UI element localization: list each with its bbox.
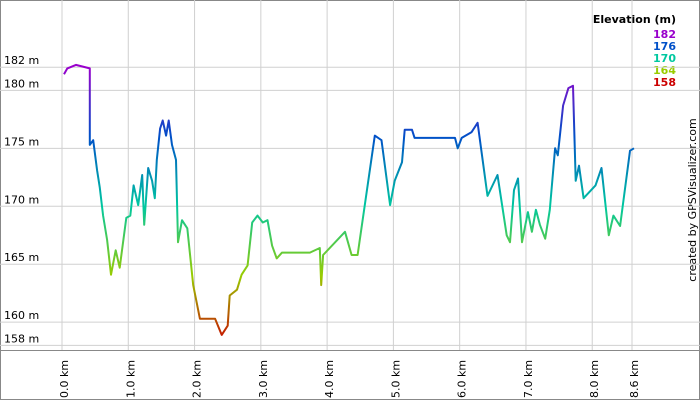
y-tick-label: 182 m: [4, 54, 39, 67]
x-tick-label: 1.0 km: [124, 360, 137, 398]
legend-entry: 158: [653, 76, 676, 89]
legend-entry: 182: [653, 28, 676, 41]
x-tick-label: 4.0 km: [323, 360, 336, 398]
y-tick-label: 160 m: [4, 309, 39, 322]
x-tick-label: 3.0 km: [257, 360, 270, 398]
y-tick-label: 180 m: [4, 77, 39, 90]
x-tick-label: 0.0 km: [58, 360, 71, 398]
y-tick-label: 165 m: [4, 251, 39, 264]
y-tick-label: 170 m: [4, 193, 39, 206]
legend-entry: 170: [653, 52, 676, 65]
x-tick-label: 8.6 km: [628, 360, 641, 398]
x-tick-label: 6.0 km: [456, 360, 469, 398]
legend-title: Elevation (m): [593, 13, 676, 26]
x-tick-label: 8.0 km: [588, 360, 601, 398]
credit: created by GPSVisualizer.com: [686, 118, 699, 281]
y-tick-label: 175 m: [4, 135, 39, 148]
x-tick-label: 5.0 km: [389, 360, 402, 398]
elevation-line: [63, 63, 635, 336]
x-tick-label: 7.0 km: [522, 360, 535, 398]
legend-entry: 176: [653, 40, 676, 53]
x-tick-label: 2.0 km: [191, 360, 204, 398]
y-tick-label: 158 m: [4, 332, 39, 345]
